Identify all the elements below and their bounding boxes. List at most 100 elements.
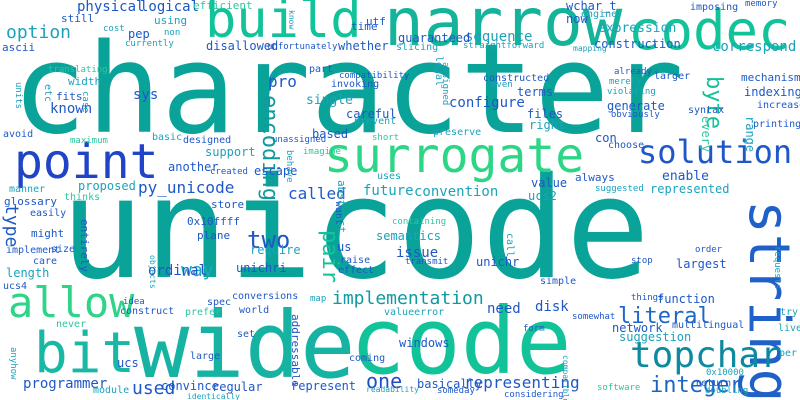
word-represent: represent <box>291 379 357 393</box>
word-physical: physical <box>77 0 145 15</box>
word-might: might <box>31 227 65 240</box>
word-way: way <box>181 260 214 281</box>
word-suggestion: suggestion <box>619 330 692 344</box>
word-compatible: compatible <box>561 355 570 400</box>
word-expression: expression <box>598 21 677 36</box>
word-larger: larger <box>654 71 691 82</box>
word-support: support <box>205 145 256 159</box>
word-based: based <box>312 127 349 141</box>
word-con: con <box>595 131 617 145</box>
word-build: build <box>205 0 362 50</box>
word-codec: codec <box>628 0 791 62</box>
word-form: form <box>523 324 545 334</box>
word-obviously: obviously <box>611 110 660 120</box>
word-already: already <box>614 67 652 77</box>
word-large: large <box>190 351 221 362</box>
word-effect: effect <box>338 265 375 276</box>
word-map: map <box>310 294 327 304</box>
word-invoking: invoking <box>331 79 380 90</box>
word-largest: largest <box>676 257 727 271</box>
word-merely: merely <box>609 77 642 87</box>
word-pair: pair <box>317 230 342 283</box>
word-uses: uses <box>377 171 402 182</box>
word-fits: fits <box>56 90 83 103</box>
word-proposed: proposed <box>78 179 136 193</box>
word-correspond: correspond <box>712 39 797 55</box>
word-every: every <box>699 116 713 153</box>
word-surrogate: surrogate <box>324 128 585 184</box>
word-using: using <box>154 14 188 27</box>
word-pro: pro <box>268 72 297 91</box>
word-slicing: slicing <box>396 42 439 53</box>
word-integer: integer <box>650 373 743 398</box>
word-things: things <box>631 293 664 303</box>
word-doubling: doubling <box>705 386 749 396</box>
word-ascii: ascii <box>2 41 36 54</box>
word-translating: translating <box>48 65 108 75</box>
word-construct: construct <box>120 306 175 317</box>
word-code: code <box>350 288 572 395</box>
word-module: module <box>93 385 130 396</box>
word-glossary: glossary <box>4 195 57 208</box>
word-point: point <box>14 134 159 190</box>
word-memory: memory <box>745 0 778 9</box>
word-option: option <box>6 22 72 43</box>
word-choose: choose <box>608 140 645 151</box>
word-cost: cost <box>103 24 125 34</box>
word-software: software <box>597 383 641 393</box>
word-printing: printing <box>753 119 800 130</box>
word-disk: disk <box>535 299 569 315</box>
word-sys: sys <box>133 87 159 103</box>
word-coming: coming <box>349 353 386 364</box>
word-stop: stop <box>631 256 653 266</box>
word-topchar: topchar <box>630 335 782 376</box>
word-syntax: syntax <box>688 105 725 116</box>
word-terms: terms <box>517 85 554 99</box>
word-mechanism: mechanism <box>741 71 800 84</box>
word-short: short <box>372 133 400 143</box>
word-escape: escape <box>254 164 298 178</box>
word-set: set <box>237 329 256 340</box>
word-prefer: prefer <box>185 307 222 318</box>
word-now: now <box>566 12 588 26</box>
word-ucs2: ucs2 <box>528 189 557 203</box>
word-maximum: maximum <box>70 136 108 146</box>
word-known: known <box>50 101 93 117</box>
word-store: store <box>211 198 245 211</box>
word-readability: readability <box>366 385 419 394</box>
word-conversions: conversions <box>232 291 299 302</box>
word-basically: basically <box>417 377 483 391</box>
word-time: time <box>351 20 378 33</box>
word-another: another <box>168 160 219 174</box>
word-multilingual: multilingual <box>672 320 745 331</box>
word-semantics: semantics <box>376 229 442 243</box>
word-thinks: thinks <box>64 192 101 203</box>
word-function: function <box>657 292 715 306</box>
word-transmit: transmit <box>405 257 449 267</box>
word-units: units <box>13 82 23 110</box>
word-indexing: indexing <box>744 85 800 99</box>
word-value: value <box>531 176 568 190</box>
word-files: files <box>527 107 564 121</box>
word-configure: configure <box>449 95 525 111</box>
word-generate: generate <box>607 99 665 113</box>
word-always: always <box>575 171 615 184</box>
word-avoid: avoid <box>3 129 34 140</box>
word-constructed: constructed <box>483 73 550 84</box>
word-call: call <box>504 233 515 258</box>
word-plane: plane <box>197 229 231 242</box>
word-disallowed: disallowed <box>206 39 279 53</box>
word-care: care <box>33 256 58 267</box>
word-character: character <box>12 18 684 162</box>
word-length: length <box>6 266 50 280</box>
word-guaranteed: guaranteed <box>398 31 471 45</box>
word-regular: regular <box>212 380 263 394</box>
word-legal: legal <box>433 56 444 87</box>
word-never: never <box>56 319 87 330</box>
word-solution: solution <box>638 133 793 171</box>
word-pep: pep <box>128 27 150 41</box>
word-used: used <box>132 378 176 399</box>
word-addressable: addressable <box>289 314 302 387</box>
word-currently: currently <box>125 39 174 49</box>
word-careful: careful <box>346 107 397 121</box>
